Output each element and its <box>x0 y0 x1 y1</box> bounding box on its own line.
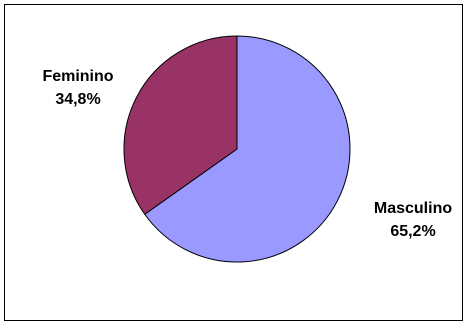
pie-slice-masculino <box>144 35 351 263</box>
pie-slice-feminino <box>123 35 238 215</box>
chart-area: Masculino 65,2% Feminino 34,8% <box>4 4 463 321</box>
slice-value-masculino: 65,2% <box>390 223 435 240</box>
pie-chart: Masculino 65,2% Feminino 34,8% <box>42 35 452 263</box>
slice-label-feminino: Feminino <box>42 68 113 85</box>
slice-label-masculino: Masculino <box>374 200 452 217</box>
slice-value-feminino: 34,8% <box>55 91 100 108</box>
